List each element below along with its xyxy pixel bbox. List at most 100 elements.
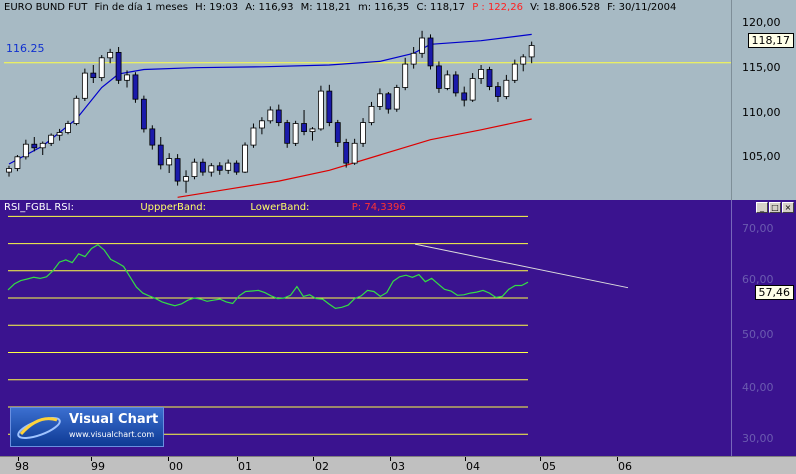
candle	[495, 86, 501, 97]
upper-band-label: UppperBand:	[140, 202, 207, 213]
candle	[461, 92, 468, 101]
candle	[486, 69, 493, 88]
candle	[452, 74, 459, 94]
candle	[250, 127, 257, 146]
candle	[115, 52, 122, 81]
candle	[233, 162, 240, 173]
candle	[225, 162, 232, 171]
high-value: H: 19:03	[195, 2, 239, 13]
time-tick	[91, 457, 92, 461]
visual-chart-logo: Visual Chart www.visualchart.com	[10, 407, 164, 447]
close-button[interactable]: ×	[782, 202, 794, 213]
time-label: 99	[91, 460, 105, 473]
pane-window-buttons: _ □ ×	[756, 202, 794, 213]
candle	[149, 128, 156, 146]
time-label: 04	[466, 460, 480, 473]
time-tick	[617, 457, 618, 461]
candle	[48, 134, 55, 144]
time-label: 01	[238, 460, 252, 473]
time-tick	[390, 457, 391, 461]
date-value: F: 30/11/2004	[607, 2, 677, 13]
candle	[410, 52, 417, 65]
p-value: P : 122,26	[472, 2, 523, 13]
candle	[503, 79, 510, 97]
volume-value: V: 18.806.528	[530, 2, 600, 13]
candle	[469, 78, 476, 101]
rsi-axis[interactable]	[731, 200, 796, 456]
candle	[73, 97, 80, 124]
time-label: 03	[391, 460, 405, 473]
maximize-button[interactable]: □	[769, 202, 781, 213]
price-chart[interactable]	[0, 0, 796, 200]
candle	[511, 63, 518, 81]
candle	[124, 74, 130, 81]
minimize-button[interactable]: _	[756, 202, 768, 213]
candle	[14, 156, 21, 169]
candle	[528, 45, 535, 58]
price-chart-pane[interactable]: EURO BUND FUT Fin de día 1 meses H: 19:0…	[0, 0, 796, 200]
candle	[98, 57, 105, 78]
candle	[174, 158, 181, 182]
time-tick	[540, 457, 541, 461]
candle	[81, 72, 88, 99]
candle	[166, 158, 173, 166]
candle	[436, 65, 442, 89]
candle	[157, 144, 164, 166]
time-axis[interactable]: 98 99 00 01 02 03 04 05 06	[0, 456, 796, 474]
current-rsi-box: 57,46	[754, 285, 794, 300]
time-label: 00	[169, 460, 183, 473]
candle	[267, 109, 274, 122]
price-axis[interactable]	[731, 0, 796, 200]
upper-band-line	[8, 33, 532, 165]
time-tick	[18, 457, 19, 461]
rsi-indicator-pane[interactable]: RSI_FGBL RSI: UppperBand: LowerBand: P: …	[0, 200, 796, 456]
candle	[393, 87, 400, 110]
time-tick	[168, 457, 169, 461]
candle	[39, 142, 46, 149]
time-label: 06	[618, 460, 632, 473]
candle	[22, 143, 29, 158]
candle	[90, 72, 97, 78]
candle	[334, 122, 341, 143]
candle	[368, 106, 375, 124]
price-tick-label: 105,00	[742, 150, 781, 163]
candle	[427, 37, 434, 67]
candle	[343, 141, 350, 164]
rsi-tick-label: 40,00	[742, 381, 774, 394]
candle	[385, 93, 392, 110]
time-label: 02	[315, 460, 329, 473]
logo-title: Visual Chart	[69, 412, 159, 427]
candle	[31, 143, 38, 149]
candle	[258, 120, 265, 129]
time-tick	[313, 457, 314, 461]
time-label: 98	[15, 460, 29, 473]
candle	[284, 122, 291, 144]
logo-url: www.visualchart.com	[69, 430, 155, 439]
candle	[301, 123, 307, 133]
candle	[140, 98, 147, 130]
candle	[216, 165, 223, 171]
current-price-box: 118,17	[747, 33, 794, 48]
price-info-bar: EURO BUND FUT Fin de día 1 meses H: 19:0…	[0, 0, 680, 16]
rsi-indicator-name: RSI_FGBL RSI:	[4, 202, 74, 213]
candle	[208, 165, 215, 173]
candle	[377, 93, 383, 107]
max-value: M: 118,21	[300, 2, 351, 13]
rsi-tick-label: 30,00	[742, 432, 774, 445]
candle	[183, 176, 189, 182]
period-label: Fin de día 1 meses	[94, 2, 188, 13]
price-tick-label: 110,00	[742, 106, 781, 119]
candle	[6, 168, 12, 173]
candle	[520, 56, 527, 65]
rsi-chart[interactable]	[0, 200, 796, 456]
rsi-tick-label: 70,00	[742, 222, 774, 235]
swoosh-icon	[17, 417, 61, 439]
candle	[242, 144, 248, 173]
candle	[199, 161, 206, 173]
rsi-trendline	[414, 243, 629, 289]
candle	[309, 128, 316, 132]
rsi-line	[7, 243, 529, 310]
candle	[326, 90, 333, 123]
close-value: C: 118,17	[416, 2, 465, 13]
